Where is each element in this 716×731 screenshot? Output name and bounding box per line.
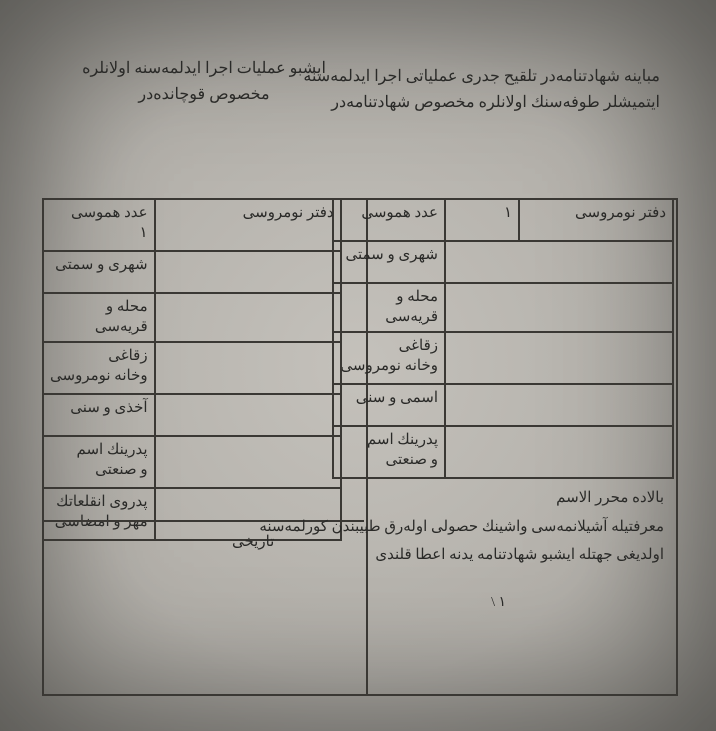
- left-row-label: شهری و سمتی: [43, 251, 155, 293]
- right-row-label: عدد هموسی: [333, 199, 445, 241]
- right-row-value: [445, 384, 673, 426]
- header-left: ایشبو عملیات اجرا ایدلمه‌سنه اولانلره مخ…: [74, 56, 334, 107]
- left-row-label: عدد هموسی ١: [43, 199, 155, 251]
- left-row-label: پدرینك اسم و صنعتی: [43, 436, 155, 488]
- left-row-value: [155, 394, 341, 436]
- left-row-label: محله و قریه‌سی: [43, 293, 155, 342]
- left-row-value: [155, 436, 341, 488]
- left-col2-header: دفتر نومروسی: [155, 199, 341, 251]
- signature-mark: ١ \: [491, 594, 506, 611]
- certification-text: بالاده محرر الاسم معرفتیله آشیلانمه‌سی و…: [364, 484, 664, 570]
- right-row-value: [445, 283, 673, 332]
- right-row-value: ١: [445, 199, 519, 241]
- left-row-value: [155, 342, 341, 394]
- left-row-label: آخذی و سنی: [43, 394, 155, 436]
- left-row-label: پدروی انقلعاتك مهر و امضاسی: [43, 488, 155, 540]
- header-right: مباینه شهادتنامه‌در تلقیح جدری عملیاتی ا…: [340, 64, 660, 115]
- right-row-label: محله و قریه‌سی: [333, 283, 445, 332]
- left-table: عدد هموسی ١ دفتر نومروسی شهری و سمتی محل…: [42, 198, 342, 541]
- right-row-value: [445, 332, 673, 384]
- right-row-value: [445, 241, 673, 283]
- right-col2-header: دفتر نومروسی: [519, 199, 673, 241]
- right-row-label: شهری و سمتی: [333, 241, 445, 283]
- left-row-value: [155, 251, 341, 293]
- right-row-label: اسمی و سنی: [333, 384, 445, 426]
- left-row-value: [155, 293, 341, 342]
- right-row-value: [445, 426, 673, 478]
- left-row-label: زقاغی وخانه نومروسی: [43, 342, 155, 394]
- right-row-label: پدرینك اسم و صنعتی: [333, 426, 445, 478]
- right-table: عدد هموسی ١ دفتر نومروسی شهری و سمتی محل…: [332, 198, 674, 479]
- right-row-label: زقاغی وخانه نومروسی: [333, 332, 445, 384]
